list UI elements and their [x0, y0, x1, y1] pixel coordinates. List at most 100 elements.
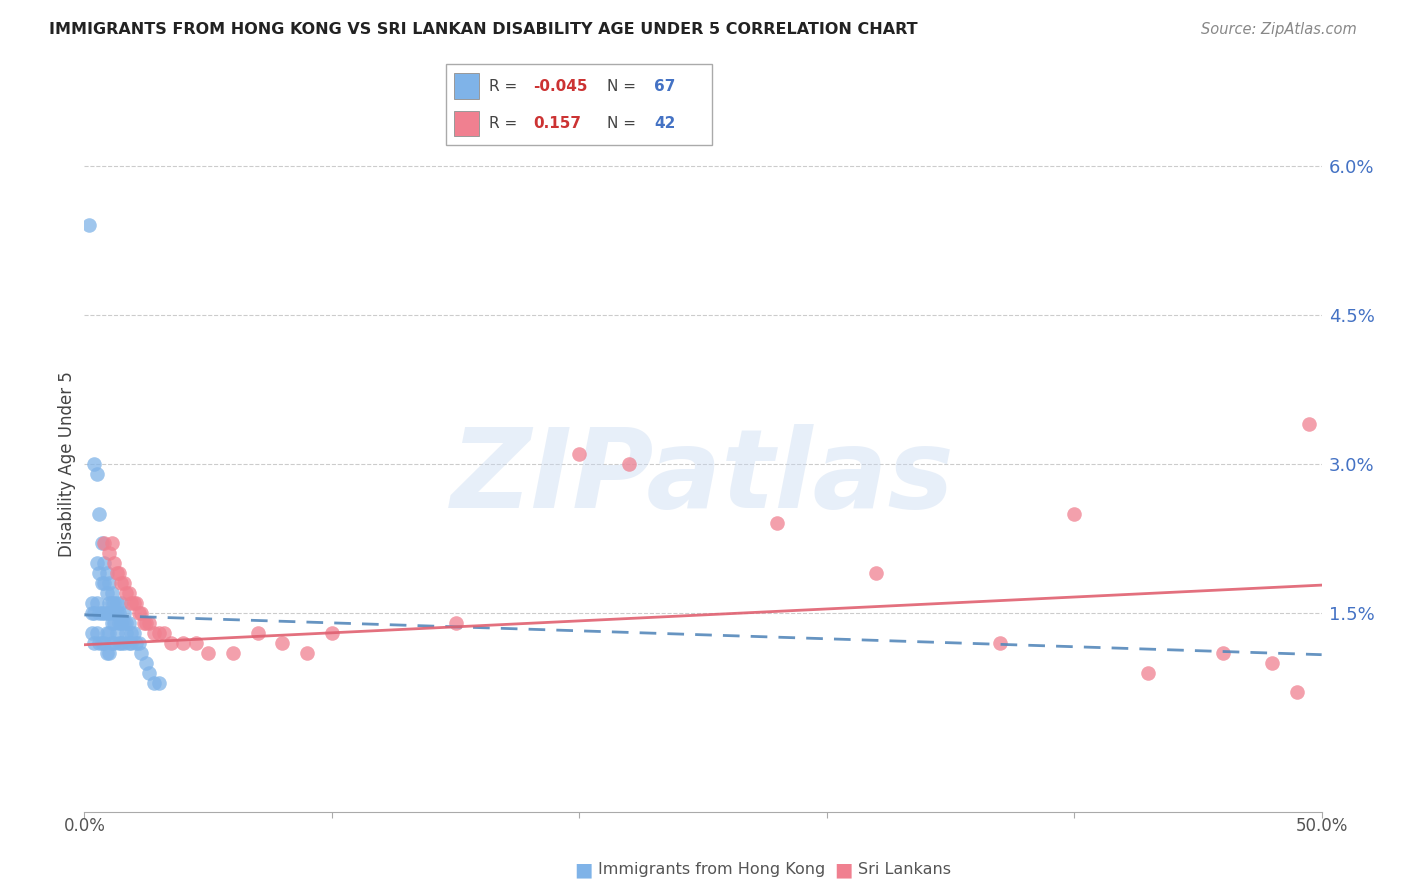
Point [100, 536, 122, 550]
Point [93, 636, 115, 650]
Point [80, 606, 103, 620]
Point [115, 625, 138, 640]
Point [98, 646, 121, 660]
Point [148, 675, 170, 690]
Point [1212, 646, 1234, 660]
Point [138, 665, 160, 680]
Point [105, 566, 128, 581]
Point [988, 636, 1011, 650]
Point [98, 606, 121, 620]
Point [89, 606, 111, 620]
Point [103, 556, 125, 570]
Point [1298, 417, 1320, 431]
Text: -0.045: -0.045 [533, 78, 588, 94]
Text: N =: N = [607, 116, 637, 131]
Text: Source: ZipAtlas.com: Source: ZipAtlas.com [1201, 22, 1357, 37]
Point [132, 615, 155, 630]
Point [112, 615, 135, 630]
Point [90, 636, 112, 650]
Text: 67: 67 [654, 78, 675, 94]
Point [110, 615, 132, 630]
FancyBboxPatch shape [446, 64, 711, 145]
Point [125, 636, 148, 650]
Point [89, 507, 111, 521]
Point [105, 596, 128, 610]
Point [222, 646, 245, 660]
Point [96, 566, 118, 581]
Text: ■: ■ [834, 860, 853, 880]
Point [108, 606, 131, 620]
Point [98, 596, 121, 610]
Point [103, 606, 125, 620]
Point [1285, 685, 1308, 699]
Point [617, 457, 640, 471]
Point [93, 556, 115, 570]
Point [1063, 507, 1085, 521]
Point [108, 566, 131, 581]
Point [93, 536, 115, 550]
Point [112, 606, 135, 620]
Point [112, 576, 135, 591]
Point [172, 636, 194, 650]
Point [90, 606, 112, 620]
Point [96, 625, 118, 640]
Point [148, 625, 170, 640]
Point [93, 606, 115, 620]
Point [120, 596, 142, 610]
FancyBboxPatch shape [454, 73, 478, 99]
Point [118, 586, 141, 600]
Text: 0.157: 0.157 [533, 116, 581, 131]
Point [96, 646, 118, 660]
Point [100, 615, 122, 630]
Point [90, 536, 112, 550]
Point [100, 586, 122, 600]
Point [103, 596, 125, 610]
Point [1261, 656, 1284, 670]
Point [98, 576, 121, 591]
Point [103, 636, 125, 650]
Point [115, 615, 138, 630]
Point [86, 467, 108, 481]
Point [125, 596, 148, 610]
Text: ZIPatlas: ZIPatlas [451, 425, 955, 532]
Point [96, 586, 118, 600]
Point [321, 625, 343, 640]
Y-axis label: Disability Age Under 5: Disability Age Under 5 [58, 371, 76, 557]
Point [160, 636, 183, 650]
Point [129, 606, 152, 620]
Point [135, 656, 157, 670]
Point [122, 625, 145, 640]
Point [105, 625, 128, 640]
Point [246, 625, 269, 640]
Point [184, 636, 207, 650]
Point [86, 556, 108, 570]
Point [80, 625, 103, 640]
Point [120, 625, 142, 640]
Point [271, 636, 294, 650]
Point [568, 447, 591, 461]
Text: 50.0%: 50.0% [1295, 817, 1348, 835]
Point [83, 606, 105, 620]
Text: Immigrants from Hong Kong: Immigrants from Hong Kong [598, 863, 825, 877]
Point [115, 586, 138, 600]
Text: N =: N = [607, 78, 637, 94]
Point [112, 636, 135, 650]
Point [110, 576, 132, 591]
Point [120, 636, 142, 650]
Point [295, 646, 318, 660]
Point [865, 566, 887, 581]
Point [89, 566, 111, 581]
Point [129, 646, 152, 660]
Point [766, 516, 789, 531]
Point [90, 576, 112, 591]
Point [93, 576, 115, 591]
Text: Sri Lankans: Sri Lankans [858, 863, 950, 877]
Point [86, 625, 108, 640]
Point [118, 636, 141, 650]
Point [80, 596, 103, 610]
Point [128, 606, 150, 620]
Point [105, 606, 128, 620]
Point [110, 596, 132, 610]
Point [108, 636, 131, 650]
Point [1137, 665, 1160, 680]
